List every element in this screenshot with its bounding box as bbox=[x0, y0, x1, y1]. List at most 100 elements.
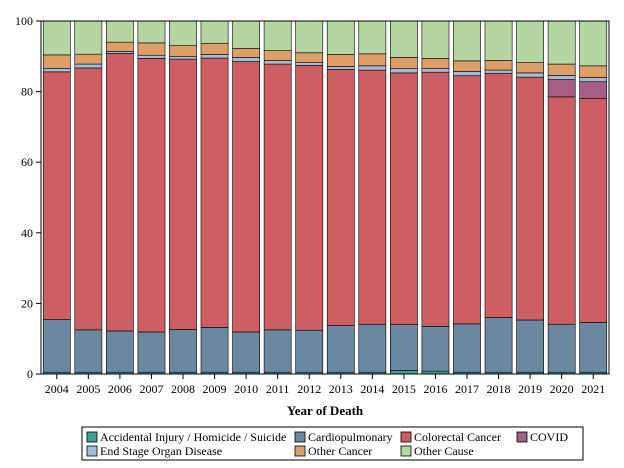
bar-segment-2011-series-6 bbox=[263, 20, 292, 51]
bar-segment-2012-series-2 bbox=[295, 65, 324, 331]
x-tick-label: 2014 bbox=[360, 382, 384, 396]
bar-segment-2012-series-4 bbox=[295, 62, 324, 66]
x-tick-label: 2010 bbox=[234, 382, 258, 396]
bar-segment-2005-series-4 bbox=[74, 63, 103, 69]
bars-layer bbox=[42, 20, 608, 375]
bar-segment-2014-series-6 bbox=[358, 20, 387, 55]
bar-segment-2004-series-2 bbox=[42, 71, 71, 320]
bar-segment-2006-series-4 bbox=[106, 51, 134, 54]
bar-segment-2018-series-6 bbox=[484, 20, 513, 61]
bar-segment-2011-series-2 bbox=[263, 63, 292, 331]
bar-segment-2020-series-2 bbox=[547, 96, 576, 325]
bar-segment-2009-series-2 bbox=[200, 57, 229, 328]
bar-segment-2015-series-0 bbox=[390, 370, 418, 375]
bar-segment-2013-series-6 bbox=[326, 20, 355, 55]
legend-swatch bbox=[86, 431, 98, 443]
y-tick-label: 0 bbox=[27, 367, 33, 381]
legend-label: Other Cancer bbox=[308, 444, 372, 458]
legend-label: Colorectal Cancer bbox=[414, 430, 501, 444]
bar-segment-2013-series-2 bbox=[326, 69, 355, 326]
bar-segment-2008-series-1 bbox=[169, 329, 197, 373]
bar-segment-2012-series-5 bbox=[295, 52, 324, 63]
bar-segment-2007-series-1 bbox=[137, 331, 166, 373]
bar-segment-2009-series-1 bbox=[200, 327, 229, 373]
x-tick-label: 2009 bbox=[203, 382, 227, 396]
bar-segment-2017-series-4 bbox=[453, 71, 481, 77]
x-tick-label: 2004 bbox=[45, 382, 69, 396]
bar-segment-2010-series-4 bbox=[232, 57, 260, 62]
legend: Accidental Injury / Homicide / Suicide Ca… bbox=[81, 426, 584, 461]
bar-segment-2021-series-4 bbox=[579, 77, 608, 83]
bar-segment-2021-series-2 bbox=[579, 98, 608, 323]
y-tick-label: 100 bbox=[15, 14, 33, 28]
bar-segment-2018-series-5 bbox=[484, 60, 513, 71]
bar-segment-2009-series-5 bbox=[200, 42, 229, 55]
x-tick-label: 2012 bbox=[297, 382, 321, 396]
bar-segment-2014-series-4 bbox=[358, 65, 387, 71]
bar-segment-2008-series-4 bbox=[169, 56, 197, 60]
x-tick-label: 2007 bbox=[139, 382, 163, 396]
bar-segment-2006-series-5 bbox=[106, 41, 134, 52]
legend-label: Accidental Injury / Homicide / Suicide bbox=[100, 430, 286, 444]
bar-segment-2010-series-1 bbox=[232, 331, 260, 373]
bar-segment-2020-series-4 bbox=[547, 75, 576, 80]
bar-segment-2004-series-5 bbox=[42, 54, 71, 69]
bar-segment-2016-series-4 bbox=[421, 68, 450, 73]
axes-layer: 0 20 40 60 80 100 2004 2005 2006 2007 2008 2009 2010… bbox=[15, 14, 610, 396]
bar-segment-2010-series-5 bbox=[232, 48, 260, 58]
bar-segment-2010-series-2 bbox=[232, 61, 260, 333]
x-tick-label: 2016 bbox=[423, 382, 447, 396]
bar-segment-2008-series-6 bbox=[169, 20, 197, 47]
bar-segment-2020-series-5 bbox=[547, 63, 576, 76]
bar-segment-2021-series-1 bbox=[579, 322, 608, 373]
bar-segment-2017-series-1 bbox=[453, 323, 481, 373]
bar-segment-2019-series-4 bbox=[516, 72, 544, 78]
bar-segment-2005-series-2 bbox=[74, 67, 103, 331]
bar-segment-2016-series-2 bbox=[421, 71, 450, 327]
bar-segment-2015-series-5 bbox=[390, 57, 418, 69]
legend-swatch bbox=[400, 431, 412, 443]
bar-segment-2020-series-1 bbox=[547, 323, 576, 373]
bar-segment-2005-series-6 bbox=[74, 20, 103, 55]
bar-segment-2019-series-2 bbox=[516, 76, 544, 321]
bar-segment-2009-series-6 bbox=[200, 20, 229, 44]
bar-segment-2007-series-4 bbox=[137, 54, 166, 59]
bar-segment-2006-series-6 bbox=[106, 20, 134, 43]
x-tick-label: 2021 bbox=[581, 382, 605, 396]
y-tick-label: 20 bbox=[21, 296, 33, 310]
bar-segment-2015-series-1 bbox=[390, 324, 418, 371]
y-tick-label: 80 bbox=[21, 85, 33, 99]
bar-segment-2019-series-1 bbox=[516, 319, 544, 373]
x-tick-label: 2006 bbox=[108, 382, 132, 396]
bar-segment-2015-series-2 bbox=[390, 72, 418, 325]
bar-segment-2004-series-4 bbox=[42, 68, 71, 73]
bar-segment-2013-series-5 bbox=[326, 54, 355, 67]
bar-segment-2013-series-4 bbox=[326, 66, 355, 70]
legend-swatch bbox=[400, 445, 412, 457]
bar-segment-2016-series-1 bbox=[421, 326, 450, 372]
bar-segment-2017-series-5 bbox=[453, 60, 481, 72]
bar-segment-2016-series-6 bbox=[421, 20, 450, 59]
legend-swatch bbox=[86, 445, 98, 457]
bar-segment-2010-series-6 bbox=[232, 20, 260, 49]
bar-segment-2018-series-2 bbox=[484, 72, 513, 318]
bar-segment-2011-series-5 bbox=[263, 50, 292, 61]
legend-swatch bbox=[294, 431, 306, 443]
bar-segment-2007-series-6 bbox=[137, 20, 166, 44]
bar-segment-2006-series-1 bbox=[106, 330, 134, 373]
legend-box bbox=[81, 426, 584, 461]
bar-segment-2005-series-1 bbox=[74, 329, 103, 373]
bar-segment-2009-series-4 bbox=[200, 54, 229, 59]
bar-segment-2008-series-2 bbox=[169, 58, 197, 330]
bar-segment-2011-series-4 bbox=[263, 60, 292, 65]
bar-segment-2015-series-4 bbox=[390, 68, 418, 74]
x-tick-label: 2011 bbox=[266, 382, 290, 396]
bar-segment-2014-series-1 bbox=[358, 323, 387, 373]
legend-swatch bbox=[294, 445, 306, 457]
x-tick-label: 2018 bbox=[487, 382, 511, 396]
bar-segment-2012-series-6 bbox=[295, 20, 324, 54]
x-tick-label: 2005 bbox=[76, 382, 100, 396]
x-tick-label: 2015 bbox=[392, 382, 416, 396]
